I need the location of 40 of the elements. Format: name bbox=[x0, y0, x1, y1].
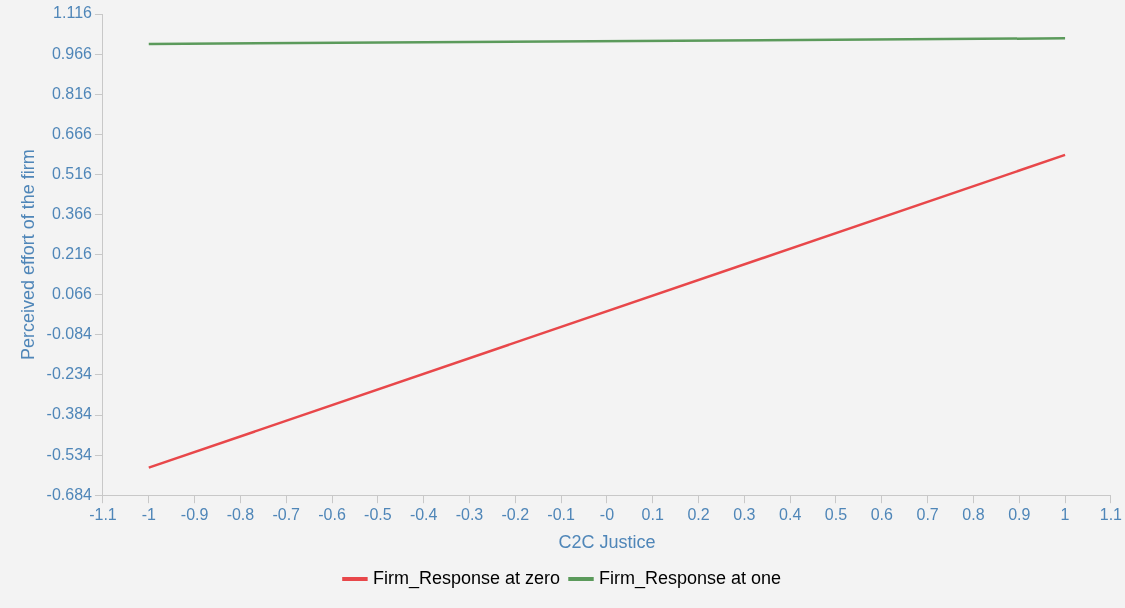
y-tick-label: 1.116 bbox=[53, 4, 93, 22]
x-tick-label: 0.5 bbox=[824, 506, 848, 524]
y-tick-label: 0.066 bbox=[51, 285, 93, 303]
x-tick-label: 0.7 bbox=[916, 506, 939, 524]
x-tick-label: -1.1 bbox=[89, 506, 117, 524]
x-tick-label: -0.3 bbox=[455, 506, 484, 524]
x-tick-label: 0.2 bbox=[687, 506, 710, 524]
x-tick-label: -0 bbox=[599, 506, 615, 524]
x-tick-label: 0.1 bbox=[641, 506, 664, 524]
x-tick-label: -0.1 bbox=[547, 506, 575, 524]
y-axis-title: Perceived effort of the firm bbox=[17, 149, 38, 360]
y-tick-label: 0.816 bbox=[51, 84, 93, 102]
y-tick-label: -0.534 bbox=[46, 445, 93, 463]
x-tick-label: 0.6 bbox=[870, 506, 894, 524]
x-tick-label: -0.9 bbox=[180, 506, 209, 524]
x-tick-label: 0.4 bbox=[779, 506, 802, 524]
x-tick-label: 0.3 bbox=[733, 506, 756, 524]
x-tick-label: -0.5 bbox=[364, 506, 392, 524]
y-tick-label: -0.384 bbox=[46, 405, 93, 423]
x-tick-label: -0.2 bbox=[501, 506, 530, 524]
x-tick-label: 0.9 bbox=[1008, 506, 1031, 524]
y-tick-label: 0.666 bbox=[51, 124, 93, 142]
y-tick-label: -0.234 bbox=[46, 365, 93, 383]
legend-label: Firm_Response at zero bbox=[372, 567, 560, 589]
x-tick-label: 1.1 bbox=[1099, 506, 1123, 524]
y-tick-label: -0.084 bbox=[46, 325, 93, 343]
x-tick-label: 1 bbox=[1060, 506, 1070, 524]
x-tick-label: -0.6 bbox=[318, 506, 346, 524]
x-tick-label: -0.7 bbox=[272, 506, 301, 524]
x-tick-label: -0.8 bbox=[226, 506, 255, 524]
x-tick-label: 0.8 bbox=[962, 506, 985, 524]
legend-label: Firm_Response at one bbox=[598, 567, 782, 589]
y-tick-label: -0.684 bbox=[46, 485, 93, 503]
x-tick-label: -0.4 bbox=[409, 506, 438, 524]
y-tick-label: 0.966 bbox=[51, 44, 93, 62]
y-tick-label: 0.366 bbox=[51, 204, 93, 222]
y-tick-label: 0.216 bbox=[51, 245, 93, 263]
y-tick-label: 0.516 bbox=[51, 164, 93, 182]
x-axis-title: C2C Justice bbox=[558, 532, 656, 553]
x-tick-label: -1 bbox=[141, 506, 156, 524]
